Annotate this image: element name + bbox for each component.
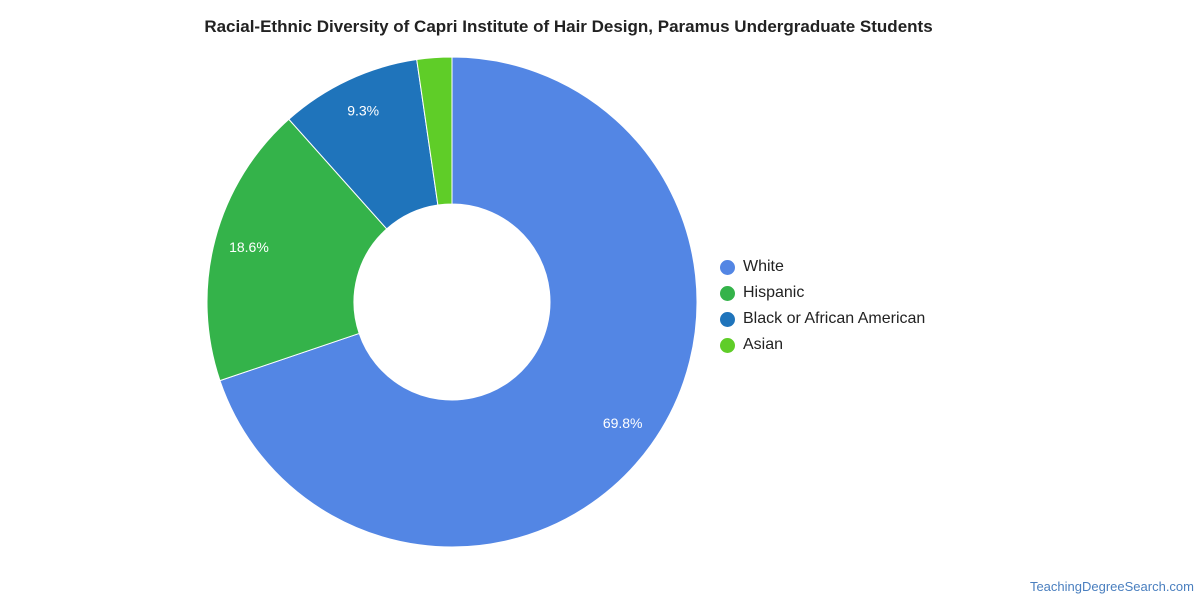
slice-value-label: 18.6%	[229, 239, 269, 255]
legend-label: White	[743, 258, 784, 275]
legend-label: Black or African American	[743, 310, 926, 327]
legend-item[interactable]: Black or African American	[720, 306, 925, 332]
slice-labels-group: 69.8% 18.6% 9.3%	[229, 102, 642, 431]
legend-dot-icon	[720, 311, 735, 327]
legend-label: Asian	[743, 336, 784, 353]
chart-title: Racial-Ethnic Diversity of Capri Institu…	[204, 17, 933, 36]
legend-item[interactable]: White	[720, 254, 925, 280]
slice-white[interactable]	[219, 56, 698, 548]
slice-hispanic[interactable]	[206, 118, 388, 382]
slices-group	[206, 56, 698, 548]
legend-item[interactable]: Asian	[720, 332, 925, 358]
slice-value-label: 9.3%	[347, 102, 379, 118]
slice-value-label: 69.8%	[603, 415, 643, 431]
legend-dot-icon	[720, 285, 735, 301]
legend-label: Hispanic	[743, 284, 805, 301]
legend: White Hispanic Black or African American As…	[720, 254, 925, 358]
legend-dot-icon	[720, 259, 735, 275]
slice-asian[interactable]	[416, 56, 453, 206]
legend-dot-icon	[720, 337, 735, 353]
legend-item[interactable]: Hispanic	[720, 280, 925, 306]
footer-credit[interactable]: TeachingDegreeSearch.com	[1029, 579, 1194, 594]
